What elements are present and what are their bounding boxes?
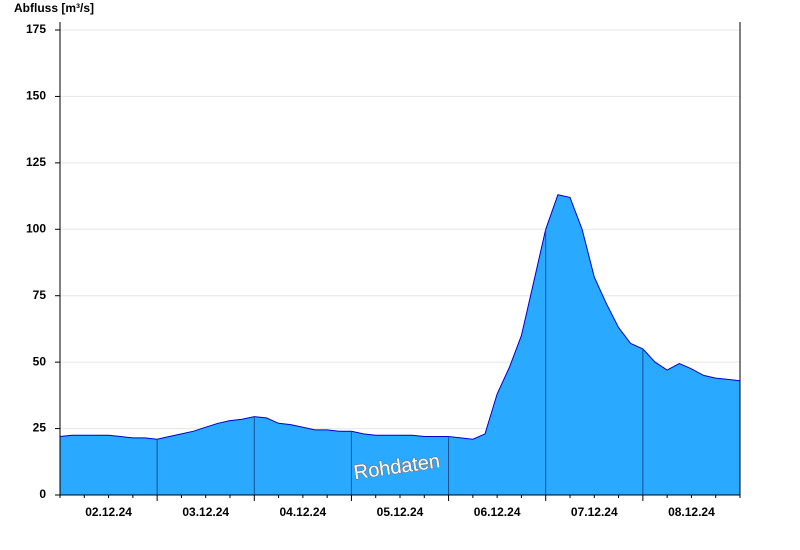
y-tick-label: 175 (26, 22, 46, 36)
x-tick-label: 08.12.24 (668, 505, 715, 519)
y-tick-label: 100 (26, 221, 46, 235)
y-tick-label: 50 (33, 354, 47, 368)
area (60, 194, 740, 495)
area-line (59, 194, 741, 440)
x-tick-label: 02.12.24 (85, 505, 132, 519)
x-tick-label: 06.12.24 (474, 505, 521, 519)
y-tick-label: 125 (26, 155, 46, 169)
y-tick-label: 75 (33, 288, 47, 302)
y-tick-label: 150 (26, 89, 46, 103)
chart-title: Abfluss [m³/s] (14, 1, 94, 15)
x-tick-label: 03.12.24 (182, 505, 229, 519)
x-tick-label: 07.12.24 (571, 505, 618, 519)
y-tick-label: 25 (33, 421, 47, 435)
y-tick-label: 0 (39, 487, 46, 501)
x-tick-label: 04.12.24 (279, 505, 326, 519)
x-tick-label: 05.12.24 (377, 505, 424, 519)
